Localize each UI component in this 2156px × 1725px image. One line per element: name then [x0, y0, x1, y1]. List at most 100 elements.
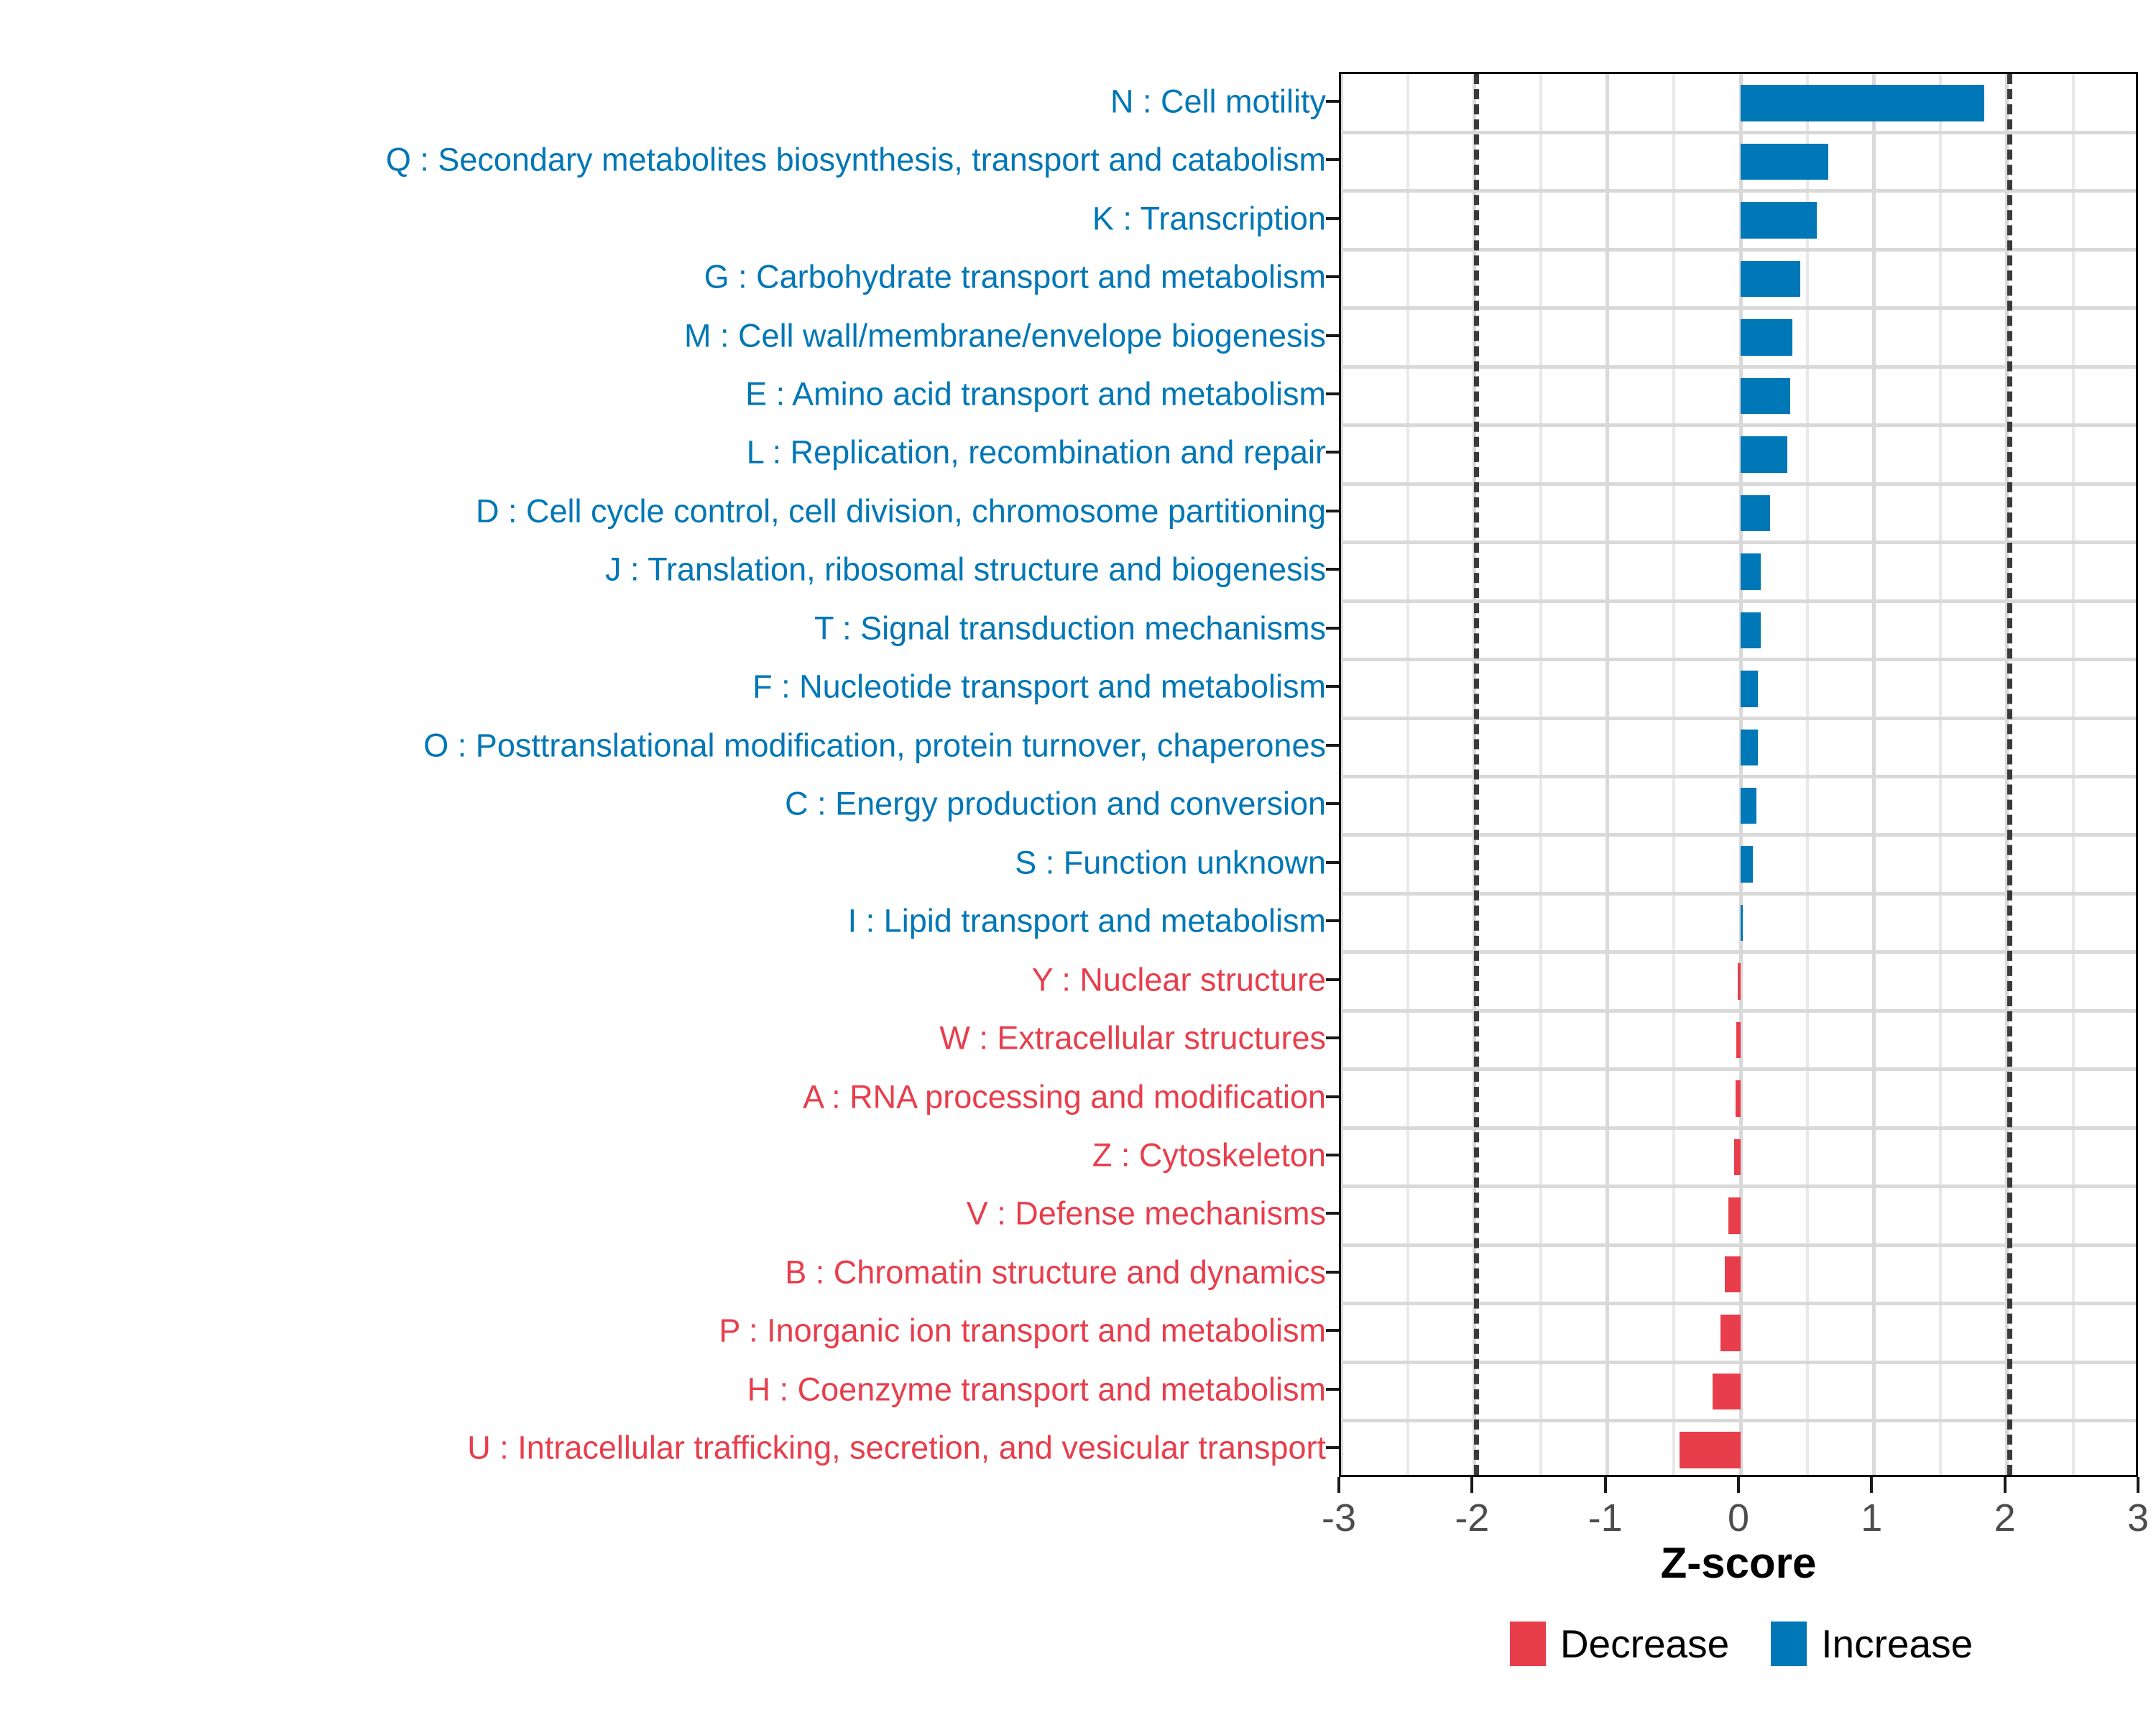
gridline-horizontal — [1341, 1067, 2136, 1072]
category-labels: N : Cell motility Q : Secondary metabolit… — [0, 72, 1339, 1477]
bar — [1741, 729, 1759, 766]
bar — [1735, 1080, 1741, 1117]
y-axis-tick — [1326, 1329, 1339, 1333]
bar — [1741, 436, 1787, 473]
gridline-horizontal — [1341, 1126, 2136, 1130]
gridline-horizontal — [1341, 1302, 2136, 1306]
y-axis-tick — [1326, 99, 1339, 103]
legend-swatch — [1509, 1622, 1546, 1666]
legend-swatch — [1771, 1622, 1807, 1666]
y-axis-tick — [1326, 1153, 1339, 1156]
category-label: C : Energy production and conversion — [785, 785, 1326, 822]
category-label: L : Replication, recombination and repai… — [746, 433, 1326, 471]
bar — [1713, 1373, 1741, 1410]
legend-item[interactable]: Increase — [1771, 1621, 1973, 1667]
x-axis-tick — [2137, 1477, 2139, 1493]
category-label: T : Signal transduction mechanisms — [814, 610, 1326, 647]
y-axis-tick — [1326, 216, 1339, 220]
legend-item[interactable]: Decrease — [1509, 1621, 1729, 1667]
y-axis-tick — [1326, 275, 1339, 279]
reference-lines — [1341, 74, 2136, 1475]
bar — [1736, 1021, 1741, 1059]
category-label: U : Intracellular trafficking, secretion… — [467, 1429, 1326, 1466]
y-axis-tick — [1326, 568, 1339, 571]
gridline-horizontal — [1341, 1360, 2136, 1364]
x-axis-tick — [1337, 1477, 1340, 1493]
y-axis-tick — [1326, 334, 1339, 337]
bar — [1741, 377, 1790, 415]
gridline-horizontal — [1341, 950, 2136, 954]
gridline-horizontal — [1341, 1184, 2136, 1189]
gridline-minor — [2072, 74, 2076, 1475]
category-label: Y : Nuclear structure — [1031, 961, 1326, 998]
category-label: Z : Cytoskeleton — [1092, 1136, 1326, 1174]
category-label: Q : Secondary metabolites biosynthesis, … — [385, 141, 1326, 178]
x-axis-tick-label: 0 — [1727, 1496, 1750, 1540]
x-axis-tick-label: 1 — [1861, 1496, 1883, 1540]
y-axis-tick — [1326, 1387, 1339, 1391]
gridline-major — [1341, 74, 1343, 1475]
bar — [1741, 319, 1793, 356]
category-label: M : Cell wall/membrane/envelope biogenes… — [684, 317, 1326, 354]
gridline-major — [1871, 74, 1876, 1475]
x-axis: -3 -2 -1 0 1 2 3 — [1322, 1477, 2149, 1563]
bar — [1741, 260, 1801, 298]
y-axis-tick — [1326, 685, 1339, 689]
bar — [1720, 1315, 1741, 1351]
gridline-horizontal — [1341, 775, 2136, 778]
bar — [1679, 1432, 1741, 1468]
gridline-minor — [1539, 74, 1542, 1475]
category-label: E : Amino acid transport and metabolism — [745, 375, 1326, 413]
gridline-horizontal — [1341, 599, 2136, 603]
category-label: G : Carbohydrate transport and metabolis… — [704, 258, 1326, 295]
x-axis-tick-label: -1 — [1588, 1496, 1623, 1540]
y-axis-tick — [1326, 743, 1339, 747]
x-axis-tick-label: -3 — [1321, 1496, 1357, 1540]
gridline-horizontal — [1341, 540, 2136, 545]
gridline-horizontal — [1341, 658, 2136, 662]
bars-container — [1341, 74, 2136, 1475]
category-label: P : Inorganic ion transport and metaboli… — [719, 1312, 1326, 1349]
category-label: A : RNA processing and modification — [803, 1078, 1326, 1116]
gridline-major — [1738, 74, 1743, 1475]
x-axis-tick-label: 2 — [1994, 1496, 2016, 1540]
category-label: I : Lipid transport and metabolism — [847, 902, 1326, 939]
bar — [1741, 85, 1985, 121]
gridline-horizontal — [1341, 364, 2136, 369]
gridline-horizontal — [1341, 247, 2136, 252]
category-label: S : Function unknown — [1015, 844, 1326, 881]
y-axis-tick — [1326, 509, 1339, 512]
y-axis-tick — [1326, 1446, 1339, 1450]
gridline-horizontal — [1341, 189, 2136, 193]
plot-area — [1339, 72, 2138, 1477]
bar — [1741, 904, 1743, 942]
bar — [1738, 963, 1741, 1000]
y-axis-tick — [1326, 860, 1339, 864]
category-label: N : Cell motility — [1110, 83, 1326, 120]
x-axis-title: Z-score — [1660, 1539, 1817, 1587]
reference-line — [2007, 74, 2012, 1475]
bar — [1741, 494, 1770, 532]
x-axis-tick-label: -2 — [1455, 1496, 1490, 1540]
x-axis-tick — [1870, 1477, 1874, 1493]
y-axis-tick — [1326, 158, 1339, 162]
y-axis-tick — [1326, 392, 1339, 396]
gridline-major — [1606, 74, 1610, 1475]
y-axis-tick — [1326, 802, 1339, 806]
x-axis-tick-label: 3 — [2127, 1496, 2150, 1540]
x-axis-tick — [2003, 1477, 2007, 1493]
gridline-horizontal — [1341, 1243, 2136, 1247]
gridline-minor — [1939, 74, 1942, 1475]
bar — [1741, 787, 1757, 824]
category-label: V : Defense mechanisms — [966, 1195, 1326, 1232]
category-label: D : Cell cycle control, cell division, c… — [476, 492, 1326, 530]
bar — [1724, 1256, 1741, 1293]
category-label: O : Posttranslational modification, prot… — [423, 727, 1326, 764]
gridline-minor — [1805, 74, 1809, 1475]
bar — [1741, 612, 1761, 649]
y-axis-tick — [1326, 919, 1339, 923]
x-axis-tick — [1603, 1477, 1607, 1493]
y-axis-tick — [1326, 1095, 1339, 1098]
bar — [1741, 553, 1761, 590]
